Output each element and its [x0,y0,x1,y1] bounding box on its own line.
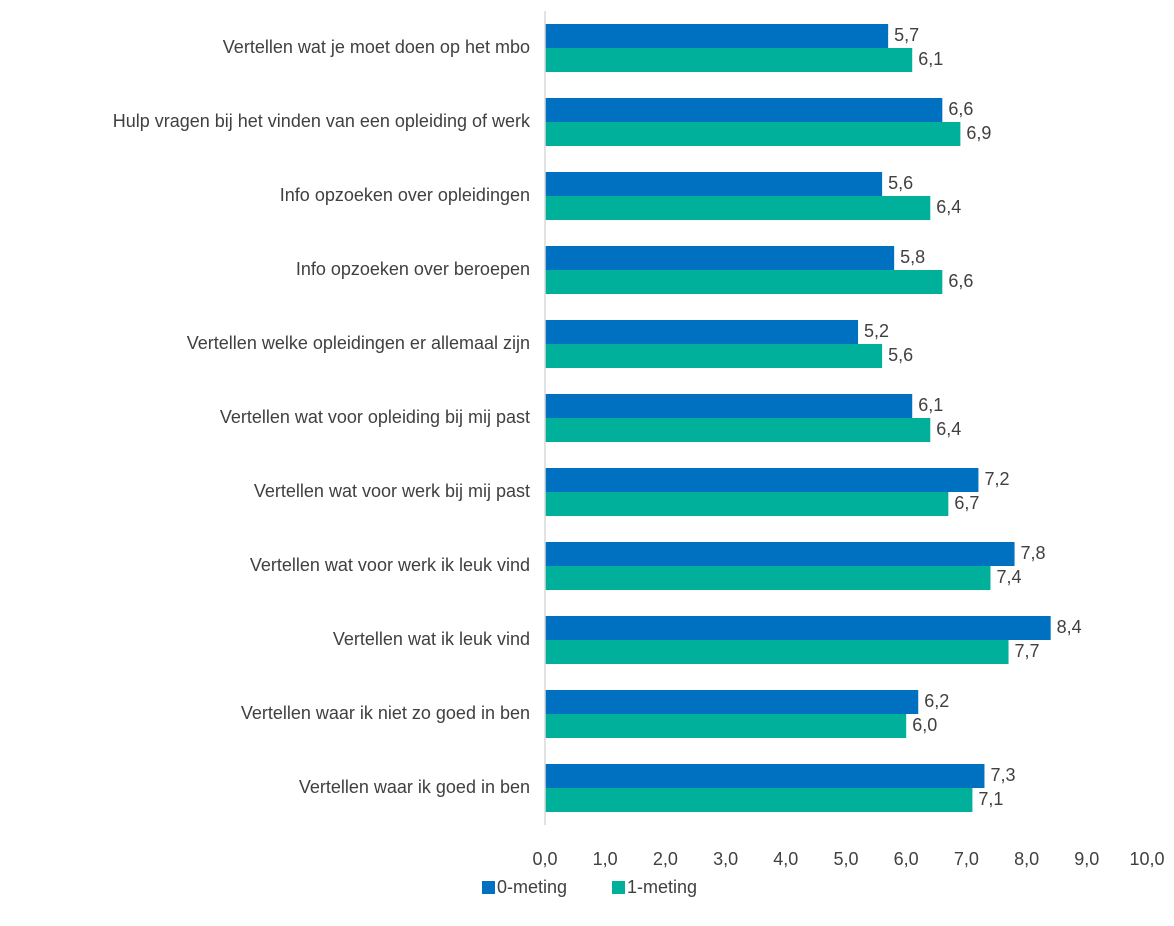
category-label: Vertellen wat ik leuk vind [333,629,530,649]
x-tick-label: 8,0 [1014,849,1039,869]
bar [545,788,973,812]
bar [545,616,1051,640]
value-label: 7,3 [990,765,1015,785]
bar [545,172,883,196]
value-label: 6,2 [924,691,949,711]
bar [545,48,913,72]
value-label: 6,1 [918,395,943,415]
legend-label: 0-meting [497,877,567,897]
legend-label: 1-meting [627,877,697,897]
bar [545,566,991,590]
value-label: 6,7 [954,493,979,513]
value-label: 5,6 [888,345,913,365]
value-label: 7,2 [984,469,1009,489]
category-label: Vertellen waar ik niet zo goed in ben [241,703,530,723]
category-label: Vertellen wat voor werk bij mij past [254,481,530,501]
bar [545,714,907,738]
value-label: 7,4 [996,567,1021,587]
category-label: Vertellen wat voor werk ik leuk vind [250,555,530,575]
value-label: 6,6 [948,271,973,291]
x-tick-label: 7,0 [954,849,979,869]
legend-swatch [482,881,495,894]
bar [545,24,889,48]
value-label: 5,8 [900,247,925,267]
bar [545,542,1015,566]
x-tick-label: 6,0 [894,849,919,869]
bar [545,98,943,122]
bar [545,344,883,368]
x-tick-label: 3,0 [713,849,738,869]
x-tick-label: 1,0 [593,849,618,869]
bar [545,320,859,344]
x-tick-label: 10,0 [1129,849,1164,869]
category-label: Hulp vragen bij het vinden van een oplei… [113,111,531,131]
value-label: 6,1 [918,49,943,69]
category-label: Info opzoeken over beroepen [296,259,530,279]
x-tick-label: 2,0 [653,849,678,869]
bar [545,640,1009,664]
category-label: Vertellen wat voor opleiding bij mij pas… [220,407,530,427]
x-tick-label: 4,0 [773,849,798,869]
legend-swatch [612,881,625,894]
value-label: 6,4 [936,197,961,217]
bar [545,246,895,270]
value-label: 7,1 [978,789,1003,809]
x-tick-label: 9,0 [1074,849,1099,869]
value-label: 6,4 [936,419,961,439]
bar [545,122,961,146]
value-label: 8,4 [1057,617,1082,637]
x-tick-label: 0,0 [532,849,557,869]
value-label: 7,8 [1021,543,1046,563]
value-label: 5,6 [888,173,913,193]
category-label: Vertellen waar ik goed in ben [299,777,530,797]
x-tick-label: 5,0 [833,849,858,869]
bar [545,196,931,220]
bar [545,492,949,516]
bar [545,690,919,714]
category-label: Vertellen wat je moet doen op het mbo [223,37,530,57]
bar [545,270,943,294]
value-label: 7,7 [1015,641,1040,661]
category-label: Vertellen welke opleidingen er allemaal … [187,333,530,353]
value-label: 5,2 [864,321,889,341]
value-label: 5,7 [894,25,919,45]
bar [545,418,931,442]
bar [545,468,979,492]
value-label: 6,6 [948,99,973,119]
bar [545,764,985,788]
value-label: 6,9 [966,123,991,143]
bar [545,394,913,418]
value-label: 6,0 [912,715,937,735]
category-label: Info opzoeken over opleidingen [280,185,530,205]
